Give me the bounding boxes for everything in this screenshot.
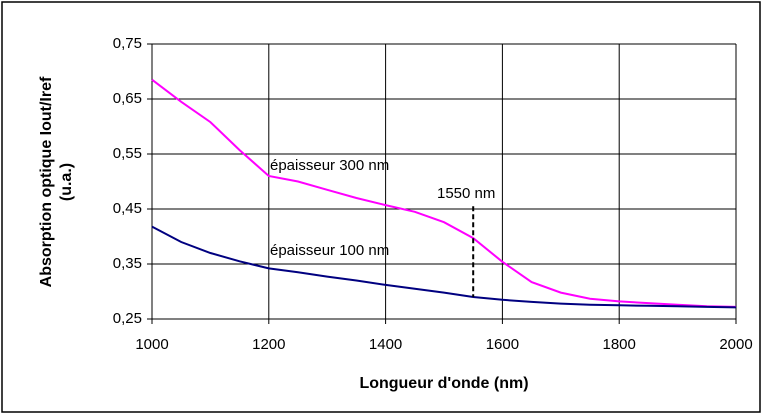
- y-tick-label: 0,75: [113, 35, 142, 52]
- x-tick-label: 1000: [135, 336, 168, 353]
- x-axis-label: Longueur d'onde (nm): [359, 375, 528, 392]
- y-axis-label-line: Absorption optique Iout/Iref: [38, 76, 55, 287]
- y-tick-label: 0,65: [113, 90, 142, 107]
- y-tick-label: 0,35: [113, 255, 142, 272]
- annotation: épaisseur 100 nm: [270, 242, 389, 259]
- x-tick-label: 1400: [369, 336, 402, 353]
- y-axis-label: Absorption optique Iout/Iref (u.a.): [38, 76, 75, 287]
- x-tick-label: 2000: [719, 336, 752, 353]
- data-line: [151, 78, 737, 308]
- y-tick-label: 0,45: [113, 200, 142, 217]
- annotation: épaisseur 300 nm: [270, 157, 389, 174]
- annotation: 1550 nm: [437, 185, 495, 202]
- x-tick-label: 1800: [603, 336, 636, 353]
- y-tick-label: 0,25: [113, 310, 142, 327]
- data-line: [151, 225, 737, 309]
- x-tick-label: 1200: [252, 336, 285, 353]
- y-tick-label: 0,55: [113, 145, 142, 162]
- y-axis-label-line: (u.a.): [58, 163, 75, 201]
- x-tick-label: 1600: [486, 336, 519, 353]
